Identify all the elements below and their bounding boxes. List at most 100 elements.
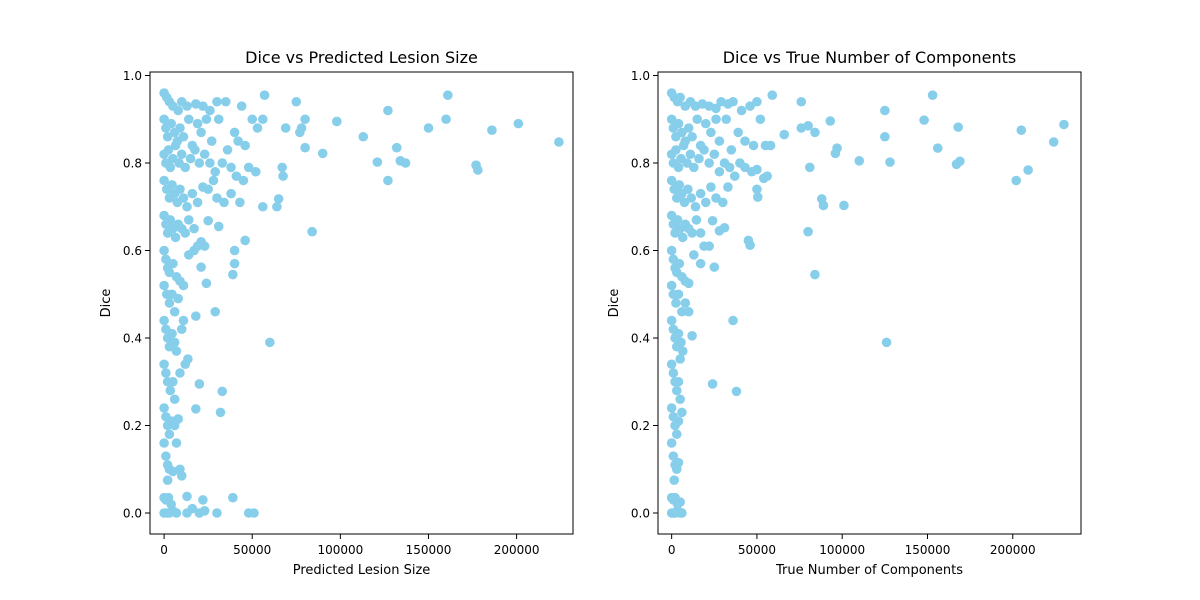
scatter-points: [666, 88, 1069, 518]
scatter-point: [487, 125, 497, 135]
scatter-point: [803, 121, 813, 131]
scatter-point: [919, 115, 929, 125]
scatter-point: [307, 226, 317, 237]
scatter-point: [881, 337, 892, 348]
scatter-point: [745, 101, 755, 111]
scatter-point: [726, 145, 737, 155]
scatter-point: [192, 118, 203, 129]
scatter-point: [704, 241, 714, 251]
scatter-point: [666, 403, 677, 413]
scatter-point: [170, 140, 181, 151]
y-tick-label: 0.2: [631, 419, 650, 433]
scatter-point: [683, 184, 693, 195]
scatter-point: [666, 175, 677, 186]
scatter-point: [1023, 165, 1033, 175]
scatter-point: [178, 193, 189, 203]
scatter-point: [226, 162, 236, 173]
scatter-point: [198, 495, 208, 505]
scatter-point: [168, 258, 178, 269]
scatter-point: [671, 429, 682, 440]
scatter-point: [159, 114, 169, 125]
scatter-point: [692, 114, 703, 125]
y-tick-label: 0.4: [123, 332, 142, 346]
scatter-point: [673, 416, 684, 426]
scatter-point: [755, 114, 766, 125]
x-tick-label: 100000: [317, 543, 363, 557]
scatter-point: [694, 153, 704, 164]
scatter-point: [182, 201, 192, 212]
scatter-point: [219, 197, 229, 208]
scatter-point: [671, 385, 682, 396]
scatter-point: [932, 143, 943, 153]
scatter-point: [825, 116, 836, 126]
scatter-point: [400, 158, 411, 168]
scatter-point: [673, 162, 684, 173]
scatter-point: [671, 145, 681, 155]
scatter-point: [707, 215, 718, 226]
scatter-point: [687, 131, 697, 142]
scatter-point: [180, 162, 191, 173]
scatter-point: [194, 158, 205, 168]
scatter-point: [213, 114, 224, 125]
scatter-point: [229, 258, 240, 269]
scatter-point: [159, 438, 169, 448]
scatter-point: [247, 114, 258, 125]
y-tick-label: 1.0: [631, 69, 650, 83]
scatter-point: [700, 197, 711, 208]
y-axis-label: Dice: [607, 289, 622, 318]
scatter-point: [332, 116, 342, 127]
scatter-point: [818, 200, 829, 211]
x-tick-label: 50000: [738, 543, 776, 557]
scatter-point: [198, 101, 208, 111]
scatter-point: [178, 280, 189, 291]
scatter-point: [695, 228, 706, 238]
scatter-point: [258, 201, 268, 212]
scatter-point: [196, 127, 206, 138]
scatter-point: [171, 438, 182, 448]
scatter-point: [673, 289, 684, 300]
scatter-point: [250, 166, 261, 177]
scatter-point: [699, 145, 709, 155]
scatter-point: [740, 136, 750, 146]
scatter-point: [183, 354, 193, 364]
scatter-point: [240, 235, 250, 246]
scatter-point: [779, 129, 790, 140]
scatter-point: [885, 157, 895, 167]
scatter-point: [208, 175, 219, 186]
chart-predicted-lesion-size: 0 50000 100000 150000 200000 0.0 0.2 0.4 0.6 0.8 1…: [99, 48, 574, 578]
scatter-point: [265, 337, 275, 348]
scatter-point: [728, 315, 738, 326]
scatter-point: [173, 414, 183, 424]
x-axis-label: Predicted Lesion Size: [293, 563, 431, 578]
scatter-point: [721, 114, 732, 125]
x-tick-label: 0: [160, 543, 168, 557]
scatter-point: [683, 278, 694, 289]
scatter-point: [173, 105, 183, 116]
scatter-point: [677, 508, 687, 518]
scatter-point: [178, 131, 189, 142]
scatter-point: [672, 215, 683, 225]
scatter-point: [927, 90, 938, 100]
scatter-point: [169, 394, 180, 405]
scatter-point: [1048, 137, 1059, 147]
scatter-point: [212, 508, 222, 518]
scatter-point: [212, 96, 222, 107]
axes-frame: [149, 71, 574, 535]
scatter-point: [249, 508, 259, 518]
scatter-point: [167, 328, 177, 339]
scatter-point: [707, 379, 718, 389]
scatter-point: [291, 96, 302, 107]
scatter-point: [669, 475, 679, 485]
scatter-point: [233, 136, 243, 146]
scatter-point: [217, 386, 228, 397]
scatter-point: [673, 376, 684, 387]
scatter-point: [173, 293, 183, 304]
scatter-point: [513, 118, 524, 129]
scatter-point: [199, 241, 210, 251]
scatter-point: [675, 92, 685, 103]
scatter-point: [199, 149, 210, 160]
scatter-point: [736, 105, 747, 116]
scatter-point: [192, 197, 203, 208]
scatter-point: [695, 188, 706, 199]
scatter-point: [686, 193, 697, 203]
